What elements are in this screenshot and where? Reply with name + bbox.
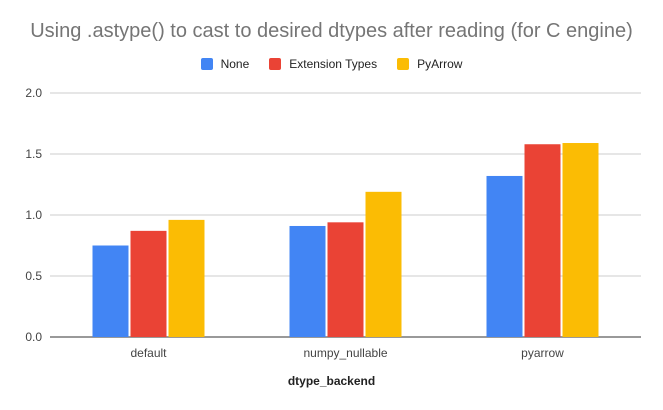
bar-none-pyarrow bbox=[486, 175, 523, 337]
bar-pyarrow-default bbox=[168, 219, 205, 337]
y-tick-label: 1.0 bbox=[25, 208, 42, 222]
legend-swatch-extension-types bbox=[269, 58, 282, 70]
y-tick-label: 1.5 bbox=[25, 147, 42, 161]
bar-none-default bbox=[92, 245, 129, 337]
legend-label-pyarrow: PyArrow bbox=[417, 57, 463, 71]
legend-swatch-pyarrow bbox=[397, 58, 410, 70]
bar-pyarrow-pyarrow bbox=[562, 143, 599, 337]
legend-item-extension-types: Extension Types bbox=[269, 57, 377, 71]
bar-extension-types-numpy_nullable bbox=[327, 222, 364, 337]
legend-item-none: None bbox=[200, 57, 250, 71]
legend-label-none: None bbox=[220, 57, 250, 71]
x-tick-label: default bbox=[130, 346, 167, 360]
legend-swatch-none bbox=[200, 58, 213, 70]
x-axis-label: dtype_backend bbox=[287, 374, 376, 388]
x-tick-label: numpy_nullable bbox=[303, 346, 387, 360]
chart-title: Using .astype() to cast to desired dtype… bbox=[30, 20, 633, 42]
y-tick-label: 0.0 bbox=[25, 330, 42, 344]
legend-item-pyarrow: PyArrow bbox=[397, 57, 462, 71]
bar-none-numpy_nullable bbox=[289, 225, 326, 337]
y-tick-label: 2.0 bbox=[25, 86, 42, 100]
bar-pyarrow-numpy_nullable bbox=[365, 191, 402, 337]
bar-extension-types-pyarrow bbox=[524, 144, 561, 337]
legend: None Extension Types PyArrow bbox=[0, 57, 663, 71]
bar-extension-types-default bbox=[130, 230, 167, 337]
legend-label-extension-types: Extension Types bbox=[289, 57, 378, 71]
y-tick-label: 0.5 bbox=[25, 269, 42, 283]
x-tick-label: pyarrow bbox=[521, 346, 564, 360]
